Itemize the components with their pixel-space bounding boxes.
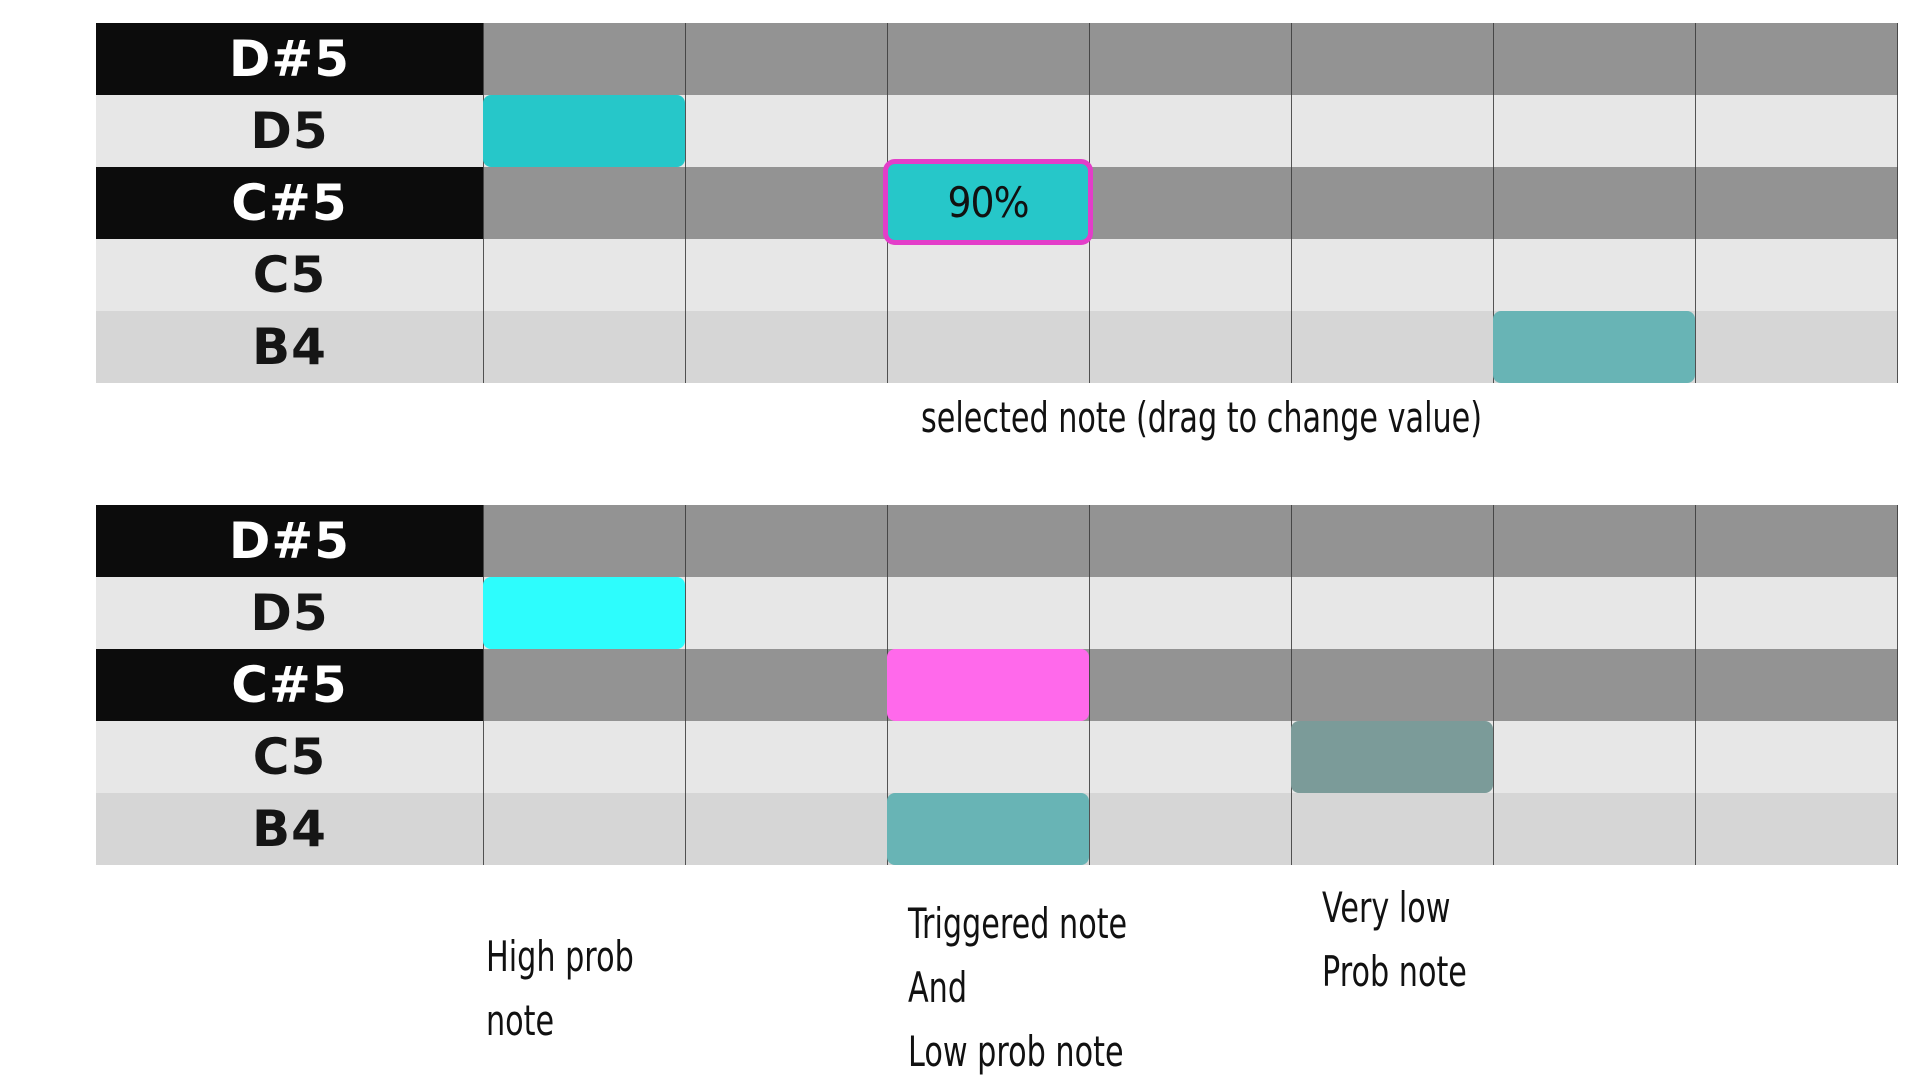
row-d-5: D5 [96,95,1898,167]
note-b4-step6[interactable] [1493,311,1695,383]
row-d-5: D5 [96,577,1898,649]
row-c-5: C5 [96,239,1898,311]
note-probability-label: 90% [947,177,1030,227]
lane-b-4[interactable] [483,793,1898,865]
beat-gridline [1695,23,1696,383]
piano-roll-bottom: D#5 D5 C#5 C5 B4 [96,505,1898,865]
piano-key-d-5[interactable]: D5 [250,584,329,642]
row-c-sharp-5: C#5 [96,649,1898,721]
lane-c-5[interactable] [483,239,1898,311]
row-c-sharp-5: C#5 [96,167,1898,239]
beat-gridline [685,505,686,865]
beat-gridline [1493,23,1494,383]
selected-note-c-sharp-5[interactable]: 90% [883,159,1093,245]
note-triggered-c-sharp-5[interactable] [887,649,1089,721]
piano-key-c-5[interactable]: C5 [252,246,327,304]
row-d-sharp-5: D#5 [96,23,1898,95]
beat-gridline [1291,505,1292,865]
beat-gridline [1291,23,1292,383]
note-d5-step1[interactable] [483,95,685,167]
note-low-prob-b4[interactable] [887,793,1089,865]
beat-gridline [1493,505,1494,865]
piano-roll-top: D#5 D5 C#5 C5 B4 90% [96,23,1898,383]
beat-gridline [1897,505,1898,865]
lane-d-sharp-5[interactable] [483,23,1898,95]
beat-gridline [483,23,484,383]
piano-key-b-4[interactable]: B4 [252,318,327,376]
piano-key-b-4[interactable]: B4 [252,800,327,858]
piano-key-d-sharp-5[interactable]: D#5 [96,505,483,577]
lane-d-5[interactable] [483,577,1898,649]
lane-d-sharp-5[interactable] [483,505,1898,577]
caption-selected-note: selected note (drag to change value) [921,393,1483,442]
caption-triggered-low-prob: Triggered note And Low prob note [908,899,1128,1076]
lane-c-sharp-5[interactable] [483,649,1898,721]
piano-key-c-sharp-5[interactable]: C#5 [96,167,483,239]
beat-gridline [483,505,484,865]
piano-key-d-sharp-5[interactable]: D#5 [96,23,483,95]
row-c-5: C5 [96,721,1898,793]
beat-gridline [1695,505,1696,865]
piano-key-c-sharp-5[interactable]: C#5 [96,649,483,721]
caption-high-prob: High prob note [486,932,634,1045]
note-very-low-prob-c5[interactable] [1291,721,1493,793]
piano-key-c-5[interactable]: C5 [252,728,327,786]
beat-gridline [685,23,686,383]
note-high-prob-d5[interactable] [483,577,685,649]
lane-c-sharp-5[interactable] [483,167,1898,239]
lane-d-5[interactable] [483,95,1898,167]
caption-very-low-prob: Very low Prob note [1322,883,1467,996]
lane-c-5[interactable] [483,721,1898,793]
beat-gridline [1897,23,1898,383]
beat-gridline [1089,505,1090,865]
row-d-sharp-5: D#5 [96,505,1898,577]
piano-key-d-5[interactable]: D5 [250,102,329,160]
